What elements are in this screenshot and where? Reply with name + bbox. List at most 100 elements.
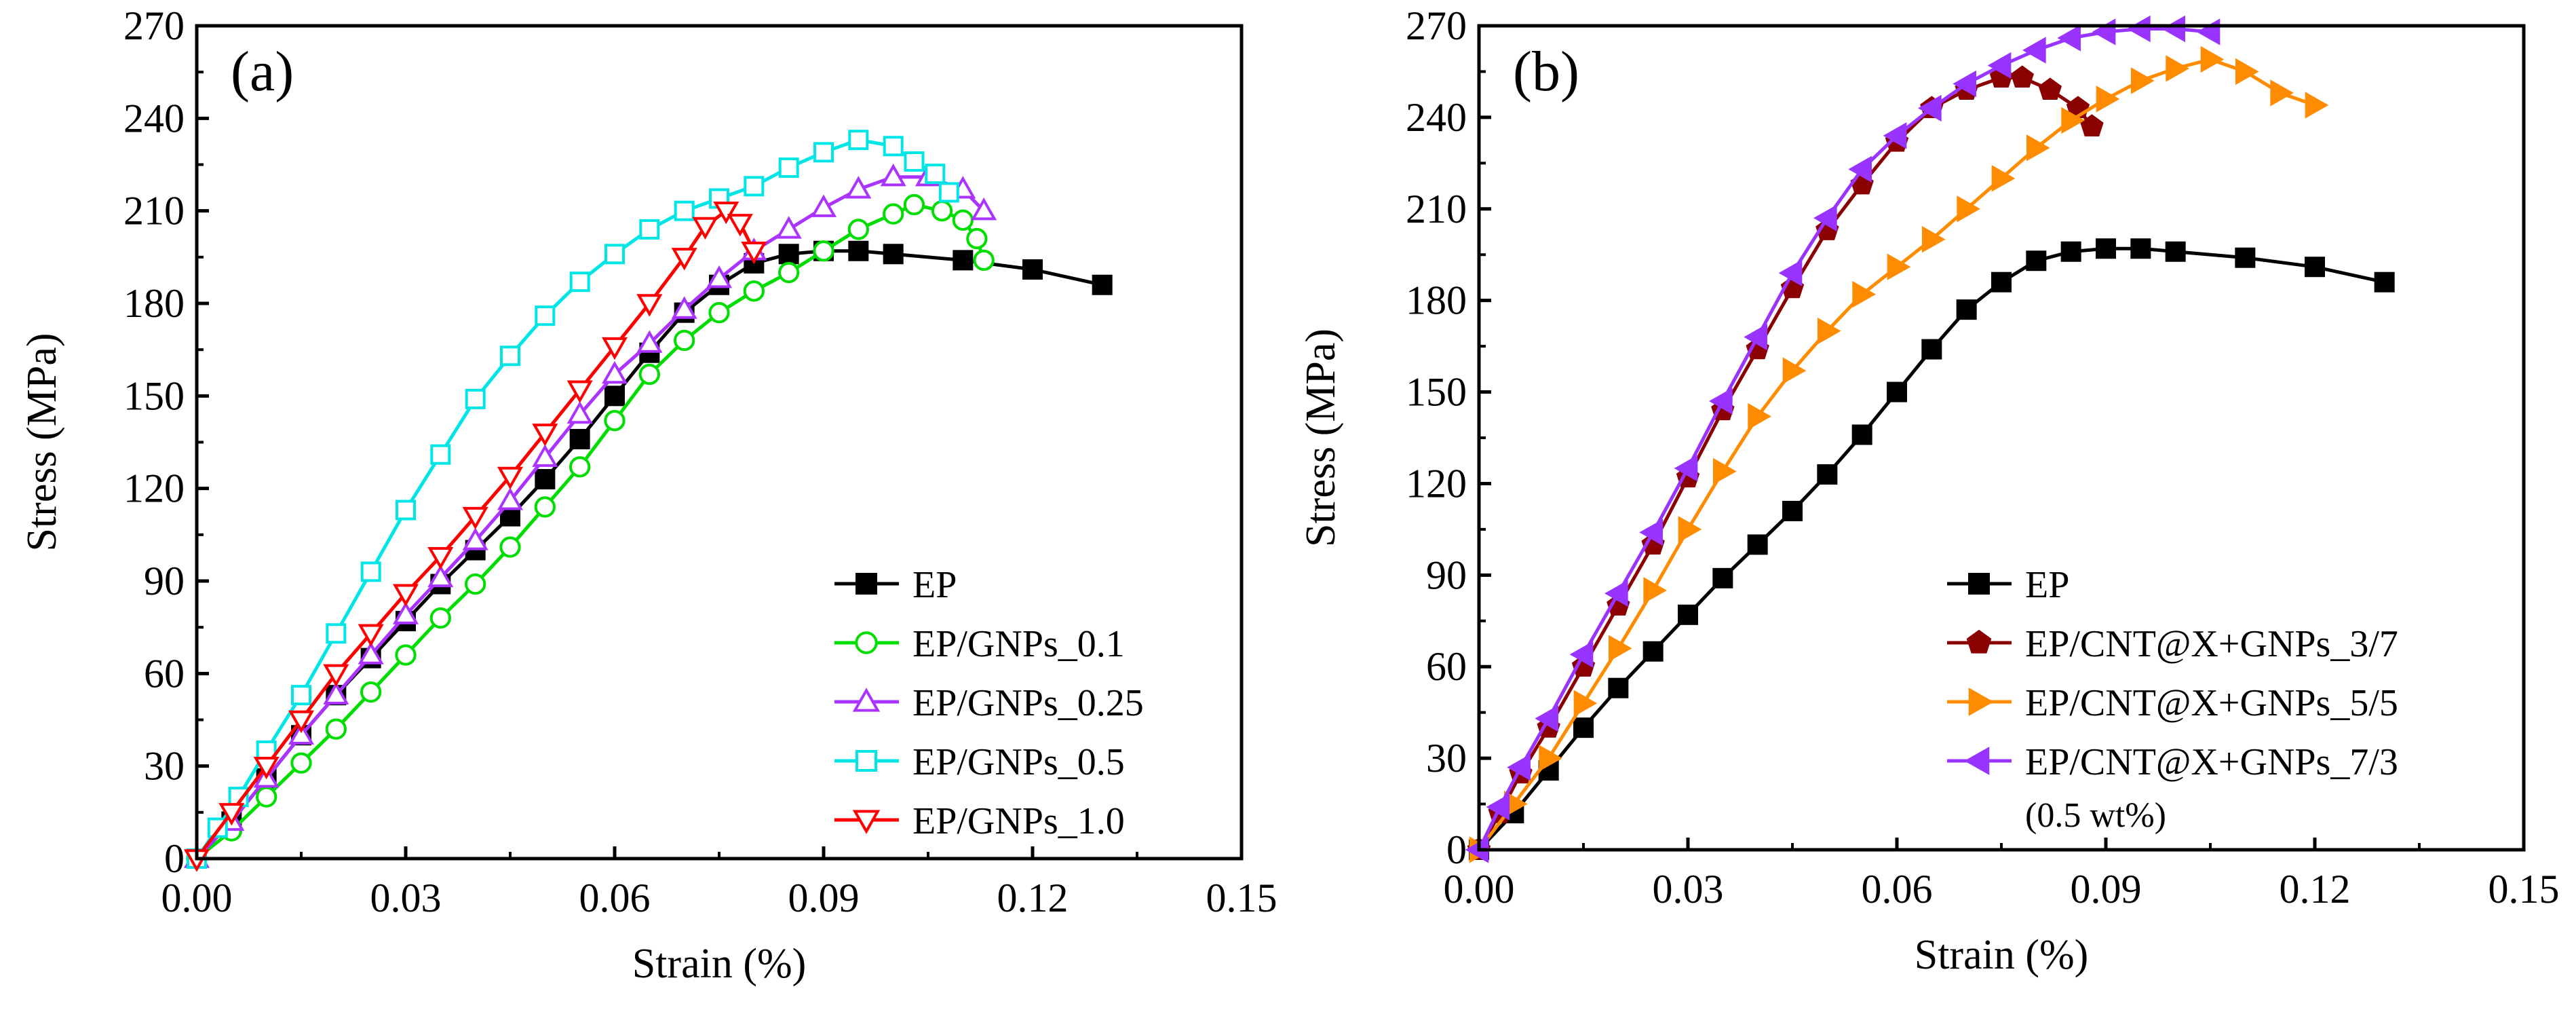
data-point — [1712, 567, 1733, 588]
data-point — [1991, 271, 2012, 293]
series-0 — [1469, 238, 2395, 860]
x-tick-label: 0.15 — [1206, 876, 1277, 920]
data-point — [674, 200, 695, 221]
legend-label: EP/GNPs_1.0 — [912, 800, 1125, 842]
data-point — [1535, 705, 1559, 732]
y-axis-title: Stress (MPa) — [19, 333, 65, 551]
data-point — [848, 130, 869, 151]
data-point — [430, 444, 451, 465]
data-point — [2096, 238, 2116, 259]
data-point — [392, 584, 419, 607]
panel-label: (a) — [231, 40, 294, 103]
data-point — [845, 176, 872, 199]
legend-marker — [1966, 629, 1992, 654]
data-point — [2010, 65, 2034, 88]
data-point — [743, 280, 765, 302]
x-tick-label: 0.15 — [2488, 867, 2560, 912]
data-point — [1852, 280, 1876, 308]
y-tick-label: 150 — [123, 373, 185, 418]
x-axis-title: Strain (%) — [632, 941, 807, 987]
data-point — [323, 681, 349, 705]
data-point — [1991, 165, 2016, 192]
data-point — [290, 752, 312, 774]
data-point — [569, 428, 590, 449]
data-point — [427, 546, 454, 570]
data-point — [360, 681, 382, 703]
legend-marker — [1964, 747, 1990, 775]
y-tick-label: 90 — [144, 559, 185, 603]
data-point — [2026, 134, 2050, 162]
y-tick-label: 180 — [1406, 278, 1467, 323]
data-point — [778, 244, 799, 265]
x-tick-label: 0.12 — [2280, 867, 2351, 912]
data-point — [323, 664, 349, 687]
legend-label: EP/CNT@X+GNPs_3/7 — [2025, 623, 2398, 665]
data-point — [636, 294, 663, 317]
data-point — [462, 506, 488, 530]
data-point — [973, 249, 995, 271]
data-point — [1092, 274, 1113, 295]
data-point — [1778, 259, 1803, 286]
chart-panel-b: 0.00 0.03 0.06 0.09 0.12 0.15 0 30 60 90 120 150 180… — [1298, 3, 2560, 978]
legend-label: EP/GNPs_0.5 — [912, 741, 1125, 783]
data-point — [532, 444, 558, 467]
data-point — [1918, 94, 1942, 122]
series-line — [195, 138, 950, 860]
data-point — [727, 214, 753, 237]
data-point — [1674, 455, 1698, 482]
data-point — [810, 194, 837, 217]
legend-marker — [852, 688, 881, 712]
data-point — [713, 201, 739, 225]
data-point — [497, 487, 524, 510]
data-point — [1569, 641, 1594, 668]
series-group — [183, 130, 1113, 872]
data-point — [2374, 271, 2395, 293]
data-point — [952, 209, 974, 231]
data-point — [692, 217, 718, 240]
data-point — [253, 756, 280, 780]
data-point — [925, 164, 946, 185]
data-point — [288, 721, 315, 745]
data-point — [2235, 247, 2256, 268]
legend-label: EP/CNT@X+GNPs_5/5 — [2025, 682, 2398, 724]
data-point — [813, 240, 834, 262]
data-point — [848, 240, 869, 261]
data-point — [604, 386, 625, 407]
data-point — [2305, 257, 2325, 278]
data-point — [2127, 15, 2151, 43]
x-tick-label: 0.06 — [1862, 867, 1933, 912]
data-point — [778, 157, 799, 179]
legend: EP EP/GNPs_0.1 EP/GNPs_0.25 EP/GNPs_0.5 EP/G… — [834, 564, 1144, 842]
x-tick-label: 0.03 — [370, 876, 442, 920]
y-tick-label: 150 — [1406, 370, 1467, 415]
legend: EP EP/CNT@X+GNPs_3/7 EP/CNT@X+GNPs_5/5 EP/C… — [1947, 564, 2398, 835]
data-point — [1782, 357, 1807, 384]
data-point — [2200, 45, 2225, 73]
data-point — [2022, 37, 2046, 64]
data-point — [1712, 457, 1737, 485]
legend-label: EP/CNT@X+GNPs_7/3 — [2025, 741, 2398, 783]
data-point — [931, 200, 953, 222]
data-point — [1813, 204, 1837, 231]
data-point — [1642, 641, 1664, 662]
legend-item: EP/GNPs_1.0 — [834, 800, 1125, 842]
y-tick-label: 120 — [123, 466, 185, 511]
data-point — [2026, 250, 2047, 271]
legend-item: EP/GNPs_0.25 — [834, 682, 1144, 724]
data-point — [462, 527, 488, 550]
data-point — [291, 685, 311, 706]
data-point — [532, 424, 558, 447]
data-point — [1604, 580, 1628, 607]
data-point — [904, 151, 925, 172]
data-point — [741, 242, 767, 265]
data-point — [1851, 424, 1872, 445]
data-point — [218, 803, 245, 826]
data-point — [883, 244, 904, 265]
data-point — [775, 216, 802, 239]
data-point — [497, 466, 524, 490]
data-point — [601, 360, 628, 384]
data-point — [1539, 745, 1562, 772]
data-point — [1507, 753, 1531, 781]
y-tick-label: 210 — [123, 189, 185, 233]
data-point — [1848, 155, 1872, 183]
